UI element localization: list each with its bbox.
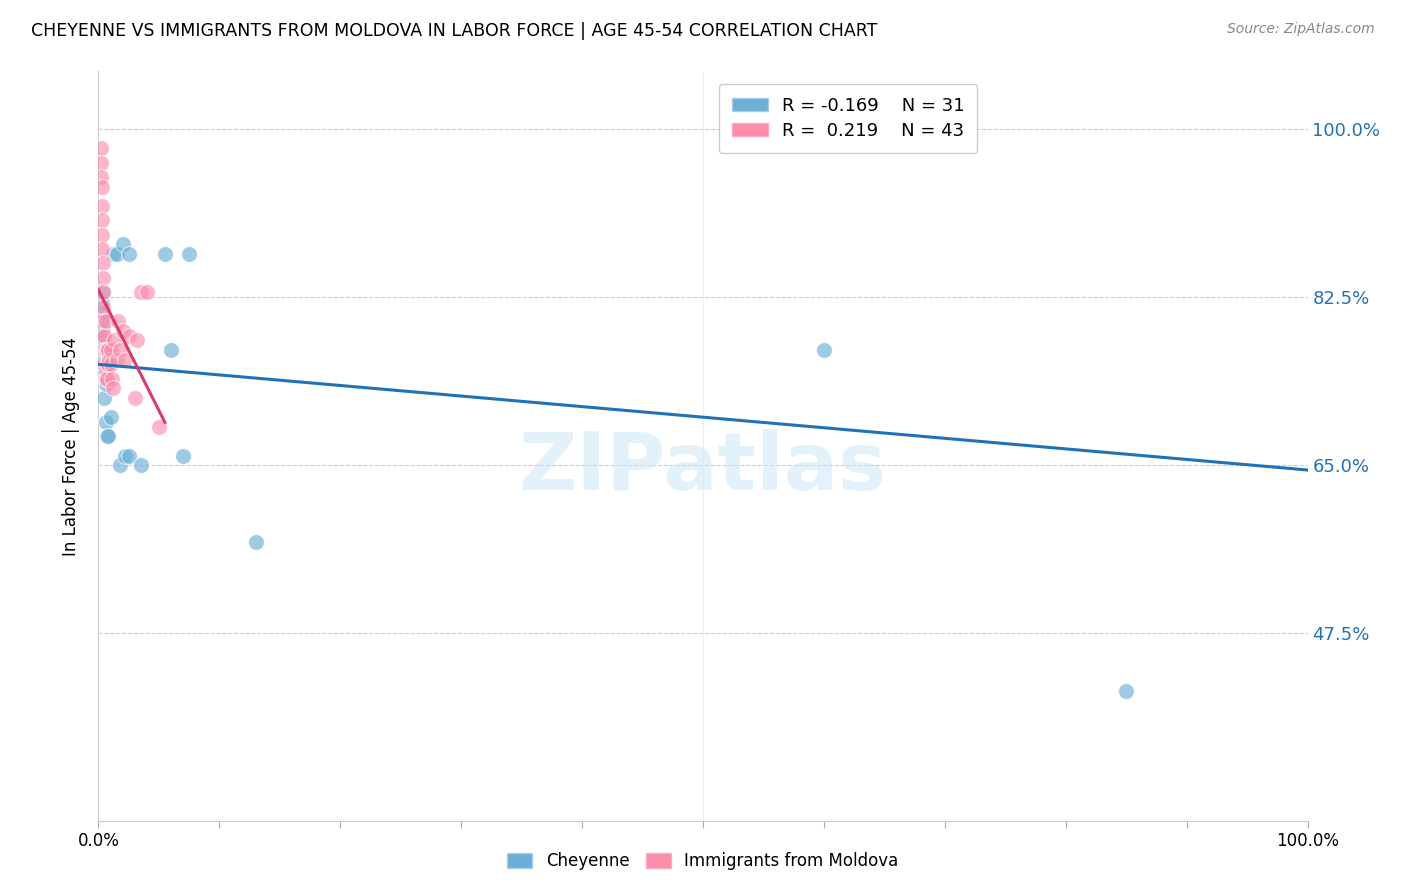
Text: CHEYENNE VS IMMIGRANTS FROM MOLDOVA IN LABOR FORCE | AGE 45-54 CORRELATION CHART: CHEYENNE VS IMMIGRANTS FROM MOLDOVA IN L… — [31, 22, 877, 40]
Point — [108, 343, 131, 357]
Point — [93, 343, 115, 357]
Point — [90, 155, 112, 169]
Point — [93, 391, 115, 405]
Point — [91, 324, 114, 338]
Point — [91, 213, 114, 227]
Point — [105, 352, 128, 367]
Point — [100, 372, 122, 386]
Point — [118, 247, 141, 261]
Point — [91, 271, 114, 285]
Point — [160, 343, 183, 357]
Point — [129, 285, 152, 300]
Point — [107, 314, 129, 328]
Point — [108, 458, 131, 473]
Point — [91, 294, 114, 309]
Point — [93, 362, 115, 376]
Point — [148, 419, 170, 434]
Point — [96, 357, 118, 371]
Point — [124, 391, 146, 405]
Text: Source: ZipAtlas.com: Source: ZipAtlas.com — [1227, 22, 1375, 37]
Point — [91, 199, 114, 213]
Point — [172, 449, 194, 463]
Point — [91, 300, 114, 314]
Point — [96, 372, 118, 386]
Point — [111, 237, 134, 252]
Point — [100, 357, 122, 371]
Point — [94, 415, 117, 429]
Text: ZIPatlas: ZIPatlas — [519, 429, 887, 508]
Point — [103, 334, 125, 348]
Point — [93, 357, 115, 371]
Point — [179, 247, 201, 261]
Point — [135, 285, 157, 300]
Y-axis label: In Labor Force | Age 45-54: In Labor Force | Age 45-54 — [62, 336, 80, 556]
Point — [91, 334, 114, 348]
Point — [91, 242, 114, 256]
Point — [91, 285, 114, 300]
Point — [93, 328, 115, 343]
Point — [101, 247, 124, 261]
Point — [94, 376, 117, 391]
Point — [153, 247, 176, 261]
Point — [127, 334, 149, 348]
Point — [114, 449, 136, 463]
Point — [91, 314, 114, 328]
Point — [111, 324, 134, 338]
Point — [100, 410, 122, 425]
Legend: R = -0.169    N = 31, R =  0.219    N = 43: R = -0.169 N = 31, R = 0.219 N = 43 — [718, 84, 977, 153]
Point — [813, 343, 835, 357]
Point — [91, 179, 114, 194]
Point — [93, 343, 115, 357]
Point — [91, 227, 114, 242]
Point — [105, 247, 128, 261]
Legend: Cheyenne, Immigrants from Moldova: Cheyenne, Immigrants from Moldova — [501, 846, 905, 877]
Point — [91, 314, 114, 328]
Point — [91, 304, 114, 318]
Point — [90, 141, 112, 155]
Point — [94, 372, 117, 386]
Point — [1115, 684, 1137, 698]
Point — [129, 458, 152, 473]
Point — [94, 343, 117, 357]
Point — [100, 343, 122, 357]
Point — [91, 352, 114, 367]
Point — [97, 352, 120, 367]
Point — [118, 449, 141, 463]
Point — [94, 314, 117, 328]
Point — [93, 328, 115, 343]
Point — [91, 256, 114, 270]
Point — [245, 535, 267, 549]
Point — [96, 429, 118, 443]
Point — [96, 343, 118, 357]
Point — [98, 352, 121, 367]
Point — [97, 343, 120, 357]
Point — [97, 357, 120, 371]
Point — [97, 429, 120, 443]
Point — [101, 381, 124, 395]
Point — [91, 285, 114, 300]
Point — [90, 169, 112, 184]
Point — [118, 328, 141, 343]
Point — [94, 362, 117, 376]
Point — [114, 352, 136, 367]
